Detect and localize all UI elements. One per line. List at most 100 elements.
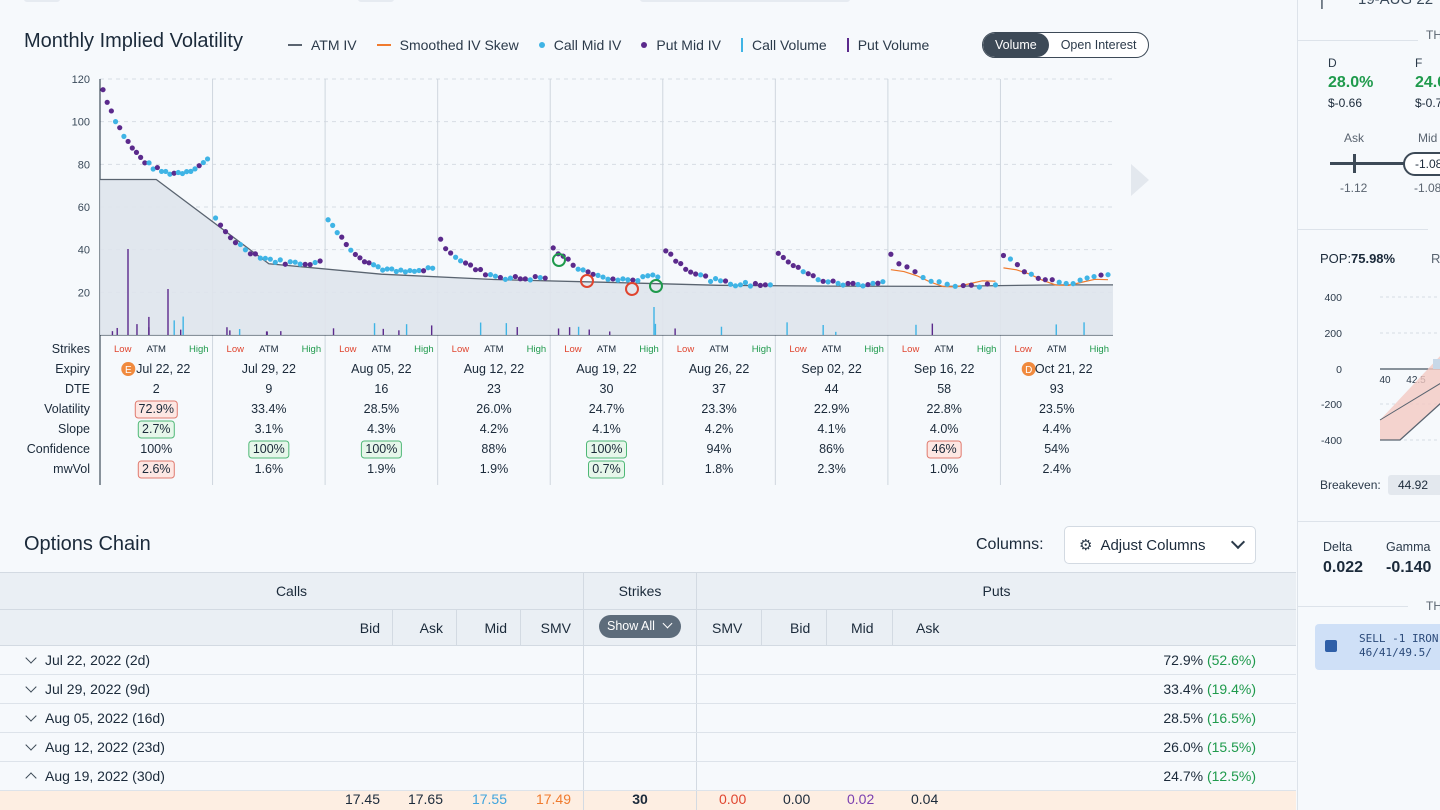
expiration-row[interactable]: Aug 19, 2022 (30d) 24.7% (12.5%) (0, 762, 1296, 791)
legend-put-volume[interactable]: Put Volume (846, 37, 929, 53)
expiry-expiry[interactable]: Sep 02, 22 (801, 362, 862, 376)
delta-label: Delta (1323, 540, 1353, 554)
call-mid-iv-point (1007, 256, 1014, 262)
put-mid-iv-point (790, 262, 796, 269)
highlight-badge (137, 460, 175, 479)
strike-low-label: Low (564, 344, 582, 355)
expiration-toggle[interactable]: Aug 12, 2022 (23d) (24, 733, 165, 761)
call-mid-iv-point (1063, 280, 1069, 287)
expiration-row[interactable]: Aug 12, 2022 (23d) 26.0% (15.5%) (0, 733, 1296, 762)
put-smv-header[interactable]: SMV (712, 619, 743, 636)
adjust-columns-dropdown[interactable]: ⚙ Adjust Columns (1064, 526, 1256, 564)
put-mid-iv-point (590, 271, 596, 277)
expiration-label: Aug 12, 2022 (23d) (45, 739, 165, 755)
expiry-mwvol: 2.3% (817, 462, 846, 476)
legend-call-volume[interactable]: Call Volume (740, 37, 827, 53)
expiration-row[interactable]: Jul 22, 2022 (2d) 72.9% (52.6%) (0, 646, 1296, 675)
selected-leg-marker[interactable] (625, 282, 639, 296)
call-mid-iv-point (640, 274, 646, 280)
call-mid-iv-point (742, 279, 749, 286)
put-ask-header[interactable]: Ask (916, 619, 940, 636)
row-label: Volatility (44, 402, 91, 416)
put-mid[interactable]: 0.02 (847, 791, 875, 807)
copy-icon (1325, 640, 1337, 652)
put-bid[interactable]: 0.00 (783, 791, 811, 807)
legend-put-mid-iv[interactable]: Put Mid IV (641, 37, 721, 53)
expiry-expiry[interactable]: Aug 05, 22 (351, 362, 412, 376)
show-all-strikes-dropdown[interactable]: Show All (599, 615, 681, 638)
call-smv-header[interactable]: SMV (540, 619, 571, 636)
expiration-toggle[interactable]: Aug 05, 2022 (16d) (24, 704, 165, 732)
iv-value: 26.0% (1163, 739, 1204, 755)
call-ask-header[interactable]: Ask (419, 619, 443, 636)
main-panel: Monthly Implied Volatility ATM IV Smooth… (0, 0, 1296, 810)
top-tab-stub[interactable] (358, 0, 394, 2)
put-mid-iv-point (125, 138, 131, 145)
price-slider-handle[interactable]: -1.08 (1403, 152, 1440, 176)
expiry-dte: 93 (1050, 382, 1064, 396)
put-mid-iv-point (875, 280, 881, 286)
toggle-open-interest[interactable]: Open Interest (1060, 38, 1137, 52)
toggle-volume[interactable]: Volume (983, 33, 1049, 57)
expiry-badge-icon (121, 362, 136, 376)
call-mid-iv-point (1084, 275, 1090, 281)
put-mid-iv-point (630, 277, 636, 283)
top-tab-stub[interactable] (640, 0, 850, 2)
highlight-badge (926, 440, 962, 459)
call-mid-iv-point (384, 266, 390, 272)
put-mid-iv-point (968, 282, 974, 288)
expiry-volatility: 24.7% (589, 402, 624, 416)
strike-high-label: High (302, 344, 322, 355)
expiration-toggle[interactable]: Jul 22, 2022 (2d) (24, 646, 150, 674)
expiry-volatility: 33.4% (251, 402, 286, 416)
legend-call-mid-iv[interactable]: Call Mid IV (538, 37, 621, 53)
expiry-expiry[interactable]: Oct 21, 22 (1035, 362, 1093, 376)
selected-leg-marker[interactable] (552, 253, 566, 267)
expiry-dte: 16 (374, 382, 388, 396)
expiration-row[interactable]: Aug 05, 2022 (16d) 28.5% (16.5%) (0, 704, 1296, 733)
put-ask[interactable]: 0.04 (911, 791, 939, 807)
order-summary-card[interactable]: SELL -1 IRON 46/41/49.5/ (1315, 624, 1440, 670)
call-mid-header[interactable]: Mid (484, 619, 507, 636)
expiry-expiry[interactable]: Aug 12, 22 (464, 362, 525, 376)
expiry-mwvol: 2.4% (1042, 462, 1071, 476)
expiration-label: Jul 22, 2022 (2d) (45, 652, 151, 668)
selected-leg-marker[interactable] (580, 274, 594, 288)
panel-top-caret: | (1320, 0, 1324, 10)
chart-next-arrow-icon[interactable] (1131, 164, 1149, 196)
price-slider-track[interactable] (1330, 162, 1440, 165)
call-mid-iv-point (407, 267, 413, 274)
expiry-expiry[interactable]: Aug 26, 22 (689, 362, 750, 376)
expiry-mwvol: 1.9% (480, 462, 509, 476)
adjust-columns-label: Adjust Columns (1100, 536, 1206, 554)
call-bid-header[interactable]: Bid (359, 619, 380, 636)
call-mid-iv-point (1105, 272, 1111, 278)
divider (1298, 521, 1440, 522)
expiration-row[interactable]: Jul 29, 2022 (9d) 33.4% (19.4%) (0, 675, 1296, 704)
columns-label: Columns: (976, 536, 1044, 553)
legend-smoothed-skew[interactable]: Smoothed IV Skew (376, 37, 519, 53)
highlight-badge (248, 440, 290, 459)
iv-change: (16.5%) (1206, 710, 1256, 726)
call-ask[interactable]: 17.65 (407, 791, 443, 807)
expiry-expiry[interactable]: Sep 16, 22 (914, 362, 975, 376)
selected-leg-marker[interactable] (649, 279, 663, 293)
calls-header: Calls (275, 583, 308, 599)
expiry-expiry[interactable]: Jul 29, 22 (242, 362, 296, 376)
call-mid-iv-point (835, 280, 841, 287)
call-mid-iv-point (146, 160, 152, 166)
expiry-expiry[interactable]: Aug 19, 22 (576, 362, 637, 376)
put-bid-header[interactable]: Bid (790, 619, 811, 636)
put-mid-header[interactable]: Mid (851, 619, 874, 636)
expiration-toggle[interactable]: Jul 29, 2022 (9d) (24, 675, 150, 703)
table-row[interactable]: 17.45 17.65 17.55 17.49 30 0.00 0.00 0.0… (0, 791, 1296, 810)
call-bid[interactable]: 17.45 (344, 791, 380, 807)
gamma-label: Gamma (1386, 540, 1431, 554)
call-mid-iv-point (175, 169, 181, 176)
call-mid[interactable]: 17.55 (471, 791, 507, 807)
strike-atm-label: ATM (484, 344, 503, 355)
legend-atm-iv[interactable]: ATM IV (288, 37, 357, 53)
top-tab-stub[interactable] (24, 0, 60, 2)
expiration-toggle[interactable]: Aug 19, 2022 (30d) (24, 762, 165, 790)
expiry-expiry[interactable]: Jul 22, 22 (136, 362, 190, 376)
